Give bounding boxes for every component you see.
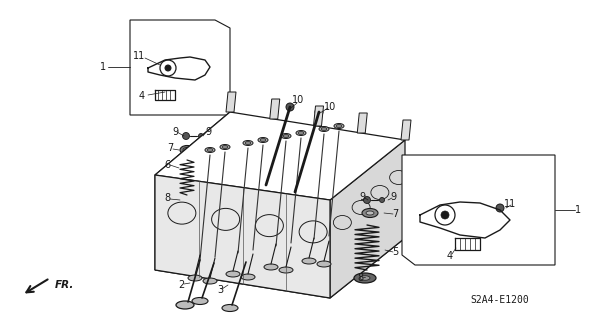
Circle shape [286, 103, 294, 111]
Ellipse shape [245, 141, 251, 145]
Ellipse shape [203, 278, 217, 284]
Circle shape [165, 65, 171, 71]
Ellipse shape [241, 274, 255, 280]
Ellipse shape [283, 134, 289, 138]
Polygon shape [155, 112, 405, 200]
Polygon shape [155, 175, 330, 298]
Circle shape [380, 197, 385, 203]
Ellipse shape [243, 140, 253, 146]
Ellipse shape [260, 139, 266, 141]
Ellipse shape [184, 198, 191, 202]
Ellipse shape [179, 196, 195, 204]
Ellipse shape [298, 132, 304, 134]
Ellipse shape [176, 301, 194, 309]
Polygon shape [313, 106, 324, 126]
Text: 9: 9 [359, 192, 365, 202]
Ellipse shape [180, 146, 194, 155]
Ellipse shape [258, 138, 268, 142]
Ellipse shape [222, 305, 238, 311]
Circle shape [496, 204, 504, 212]
Polygon shape [155, 210, 405, 298]
Text: 4: 4 [447, 251, 453, 261]
Ellipse shape [321, 127, 327, 131]
Circle shape [441, 211, 449, 219]
Text: 9: 9 [172, 127, 178, 137]
Ellipse shape [302, 258, 316, 264]
Text: 8: 8 [164, 193, 170, 203]
Ellipse shape [222, 146, 228, 148]
Ellipse shape [362, 209, 378, 218]
Ellipse shape [192, 298, 208, 305]
Text: 5: 5 [392, 247, 398, 257]
Ellipse shape [366, 211, 374, 215]
Ellipse shape [336, 124, 342, 127]
Ellipse shape [296, 131, 306, 135]
Text: 1: 1 [575, 205, 581, 215]
Circle shape [364, 196, 371, 204]
Polygon shape [402, 155, 555, 265]
Ellipse shape [264, 264, 278, 270]
Polygon shape [226, 92, 236, 112]
Polygon shape [130, 20, 230, 115]
Text: S2A4-E1200: S2A4-E1200 [471, 295, 529, 305]
Circle shape [315, 108, 323, 116]
Text: 10: 10 [324, 102, 336, 112]
Ellipse shape [334, 124, 344, 129]
Ellipse shape [188, 275, 202, 281]
Ellipse shape [226, 271, 240, 277]
Text: 11: 11 [133, 51, 145, 61]
Circle shape [182, 132, 190, 140]
Ellipse shape [279, 267, 293, 273]
Text: 9: 9 [390, 192, 396, 202]
Ellipse shape [360, 276, 370, 280]
Ellipse shape [207, 148, 213, 151]
Polygon shape [401, 120, 411, 140]
Polygon shape [270, 99, 280, 119]
Ellipse shape [319, 126, 329, 132]
Ellipse shape [205, 148, 215, 153]
Text: 2: 2 [178, 280, 184, 290]
Text: 8: 8 [357, 273, 363, 283]
Text: 3: 3 [217, 285, 223, 295]
Ellipse shape [220, 145, 230, 149]
Ellipse shape [354, 273, 376, 283]
Text: 7: 7 [167, 143, 173, 153]
Polygon shape [357, 113, 367, 133]
Ellipse shape [317, 261, 331, 267]
Text: 7: 7 [392, 209, 398, 219]
Circle shape [199, 133, 203, 139]
Ellipse shape [183, 148, 191, 153]
Text: 6: 6 [164, 160, 170, 170]
Text: 11: 11 [504, 199, 516, 209]
Text: FR.: FR. [55, 280, 74, 290]
Text: 1: 1 [100, 62, 106, 72]
Polygon shape [155, 112, 230, 270]
Text: 10: 10 [292, 95, 304, 105]
Text: 4: 4 [139, 91, 145, 101]
Ellipse shape [281, 133, 291, 139]
Polygon shape [330, 140, 405, 298]
Text: 9: 9 [205, 127, 211, 137]
